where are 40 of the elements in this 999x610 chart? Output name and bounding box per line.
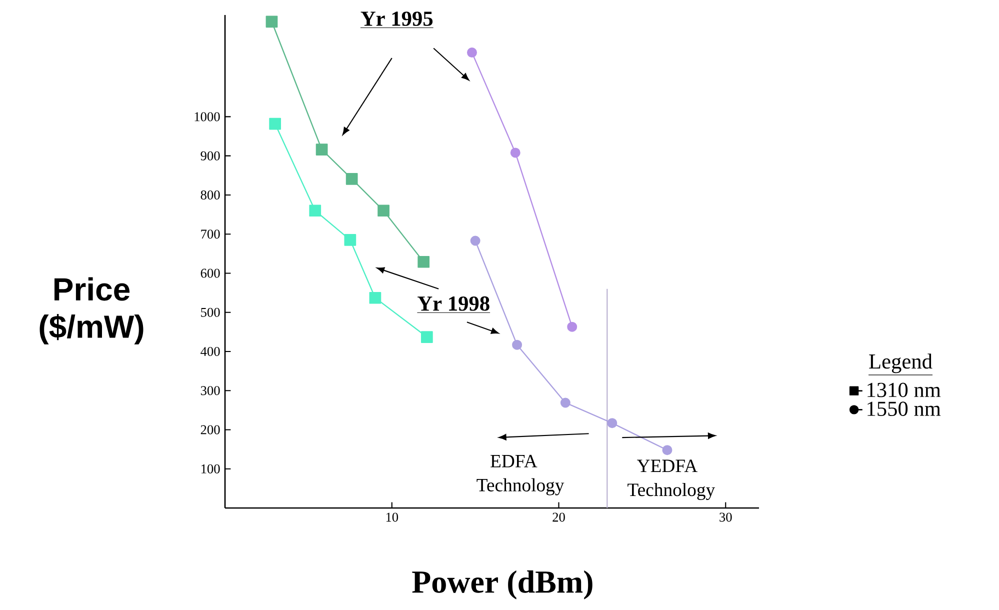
y-tick-label: 200 [200, 425, 220, 434]
annotation: Yr 1998 [418, 296, 490, 311]
y-tick-label: 700 [201, 230, 220, 239]
point [344, 234, 356, 246]
y-tick-label: 1000 [194, 112, 220, 122]
x-tick-label: 30 [720, 512, 732, 522]
y-tick-label: 900 [200, 151, 220, 160]
annotation: YEDFA Technology [628, 460, 716, 500]
text: 1550 nm [868, 402, 941, 416]
annotation: EDFA Technology [476, 454, 564, 496]
text: 1310 nm [868, 382, 941, 398]
y-tick-label: 800 [200, 190, 220, 200]
point [369, 292, 382, 304]
x-tick-label: 10 [386, 512, 398, 522]
point [378, 204, 390, 217]
point [316, 144, 328, 156]
point [266, 16, 278, 28]
point [420, 331, 433, 343]
annotation: Yr 1995 [360, 12, 433, 26]
y-axis-title: Price ($/mW) [40, 277, 144, 344]
x-axis-title: Power (dBm) [412, 570, 592, 600]
y-tick-label: 300 [200, 386, 220, 396]
x-tick-label: 20 [552, 512, 565, 522]
point [470, 236, 480, 246]
legend-title: Legend [869, 354, 932, 374]
y-tick-label: 600 [200, 268, 220, 278]
point [346, 173, 358, 185]
point [466, 48, 477, 58]
point [512, 340, 522, 350]
y-tick-label: 100 [201, 464, 220, 474]
point [269, 118, 281, 130]
point [510, 148, 520, 158]
point [662, 445, 672, 456]
y-tick-label: 400 [200, 346, 220, 356]
point [418, 256, 430, 268]
point [309, 204, 322, 217]
point [567, 322, 578, 332]
point [607, 418, 618, 428]
point [560, 398, 570, 408]
y-tick-label: 500 [201, 308, 220, 317]
